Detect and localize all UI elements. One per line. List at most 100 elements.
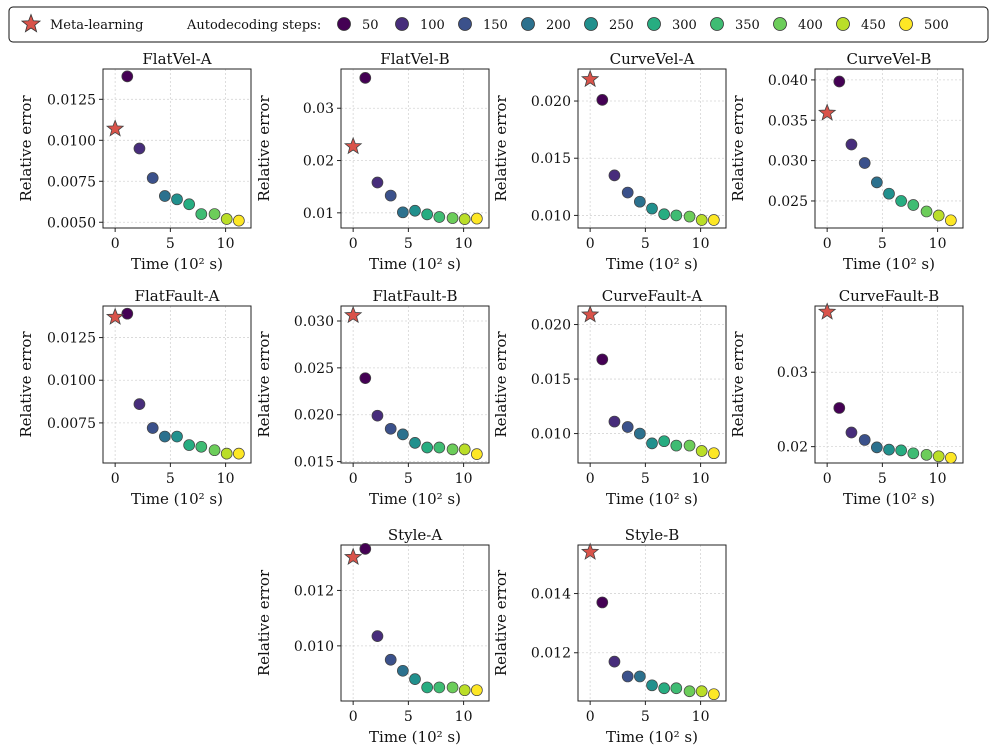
data-point-250 <box>883 187 895 200</box>
x-tick-label: 10 <box>455 471 473 487</box>
x-axis-label: Time (10² s) <box>606 255 698 273</box>
legend-label-200: 200 <box>546 18 571 33</box>
meta-learning-star-icon <box>343 136 363 155</box>
x-tick-label: 10 <box>929 236 947 252</box>
x-tick-label: 5 <box>166 236 175 252</box>
data-point-250 <box>409 673 421 685</box>
data-point-50 <box>359 372 372 385</box>
data-point-500 <box>945 214 957 227</box>
data-point-200 <box>397 428 409 441</box>
data-point-150 <box>858 434 871 446</box>
x-tick-label: 10 <box>217 471 235 487</box>
data-point-150 <box>621 421 634 433</box>
data-point-300 <box>895 444 907 457</box>
y-axis-label: Relative error <box>17 95 35 202</box>
data-point-250 <box>646 679 658 692</box>
x-tick-label: 10 <box>455 709 473 725</box>
data-point-400 <box>208 208 221 220</box>
data-point-300 <box>658 208 670 221</box>
panel-title: CurveVel-A <box>610 50 695 68</box>
data-point-500 <box>233 447 245 460</box>
y-tick-label: 0.0100 <box>47 133 96 149</box>
y-tick-label: 0.014 <box>531 587 571 603</box>
data-point-250 <box>646 202 658 215</box>
x-axis-label: Time (10² s) <box>131 490 223 508</box>
chart-panel-curvevel-a: 0 5 10 0.010 0.015 0.020 CurveVel-A Time (10² s… <box>492 50 727 273</box>
x-tick-label: 0 <box>823 236 832 252</box>
data-point-300 <box>183 198 195 211</box>
y-tick-label: 0.0075 <box>47 174 96 190</box>
data-point-250 <box>646 437 658 450</box>
data-point-200 <box>397 664 409 677</box>
x-tick-label: 0 <box>111 236 120 252</box>
data-point-50 <box>596 94 609 106</box>
x-tick-label: 0 <box>111 471 120 487</box>
data-point-100 <box>845 138 858 151</box>
x-axis-label: Time (10² s) <box>131 255 223 273</box>
y-tick-label: 0.025 <box>294 361 334 377</box>
legend-steps-title: Autodecoding steps: <box>186 18 321 33</box>
y-tick-label: 0.012 <box>531 646 571 662</box>
data-point-150 <box>858 157 871 169</box>
legend-swatch-300 <box>647 17 661 31</box>
data-point-300 <box>183 439 195 451</box>
x-axis-label: Time (10² s) <box>369 490 461 508</box>
legend-label-50: 50 <box>362 18 379 33</box>
y-axis-label: Relative error <box>729 331 747 438</box>
data-point-350 <box>670 439 683 452</box>
data-point-50 <box>596 353 609 366</box>
legend-label-450: 450 <box>861 18 886 33</box>
data-point-450 <box>458 213 471 225</box>
legend-label-500: 500 <box>924 18 949 33</box>
x-axis-label: Time (10² s) <box>606 728 698 746</box>
data-point-400 <box>446 681 459 694</box>
y-tick-label: 0.0050 <box>47 215 96 231</box>
data-point-350 <box>195 440 208 453</box>
x-axis-label: Time (10² s) <box>369 728 461 746</box>
data-point-400 <box>683 210 696 223</box>
panel-title: FlatVel-B <box>380 50 449 68</box>
legend-label-150: 150 <box>483 18 508 33</box>
plot-frame <box>340 305 490 464</box>
x-tick-label: 10 <box>217 236 235 252</box>
data-point-400 <box>446 212 459 224</box>
data-point-100 <box>133 398 146 410</box>
data-point-300 <box>895 195 907 207</box>
x-tick-label: 5 <box>641 709 650 725</box>
data-point-200 <box>634 195 646 208</box>
data-point-250 <box>171 430 183 443</box>
chart-panel-curvefault-a: 0 5 10 0.010 0.015 0.020 CurveFault-A Time (10²… <box>492 287 727 508</box>
meta-learning-star-icon <box>580 69 600 88</box>
legend-meta-star-icon <box>20 13 42 33</box>
x-tick-label: 10 <box>692 236 710 252</box>
data-point-500 <box>708 447 720 460</box>
legend-frame <box>8 6 989 43</box>
data-point-200 <box>871 176 883 189</box>
y-tick-label: 0.030 <box>768 154 808 170</box>
panel-title: Style-A <box>388 526 443 544</box>
data-point-350 <box>433 681 446 694</box>
legend-swatch-350 <box>710 17 724 31</box>
y-tick-label: 0.02 <box>777 440 808 456</box>
x-tick-label: 5 <box>166 471 175 487</box>
plot-frame <box>814 68 964 229</box>
y-tick-label: 0.030 <box>294 314 334 330</box>
meta-learning-star-icon <box>580 305 600 323</box>
legend-label-300: 300 <box>672 18 697 33</box>
legend-swatch-100 <box>395 17 409 31</box>
panel-title: CurveFault-A <box>602 287 703 305</box>
y-tick-label: 0.012 <box>294 583 334 599</box>
chart-panel-curvevel-b: 0 5 10 0.025 0.030 0.035 0.040 CurveVel-B Time (… <box>729 50 964 273</box>
x-tick-label: 0 <box>349 236 358 252</box>
plot-frame <box>577 68 727 229</box>
y-tick-label: 0.010 <box>531 427 571 443</box>
y-tick-label: 0.010 <box>531 208 571 224</box>
meta-learning-star-icon <box>343 547 363 565</box>
data-point-300 <box>658 435 670 448</box>
meta-learning-star-icon <box>105 307 125 325</box>
y-tick-label: 0.01 <box>303 206 334 222</box>
data-point-450 <box>695 445 708 457</box>
data-point-50 <box>359 72 372 84</box>
y-axis-label: Relative error <box>492 331 510 438</box>
